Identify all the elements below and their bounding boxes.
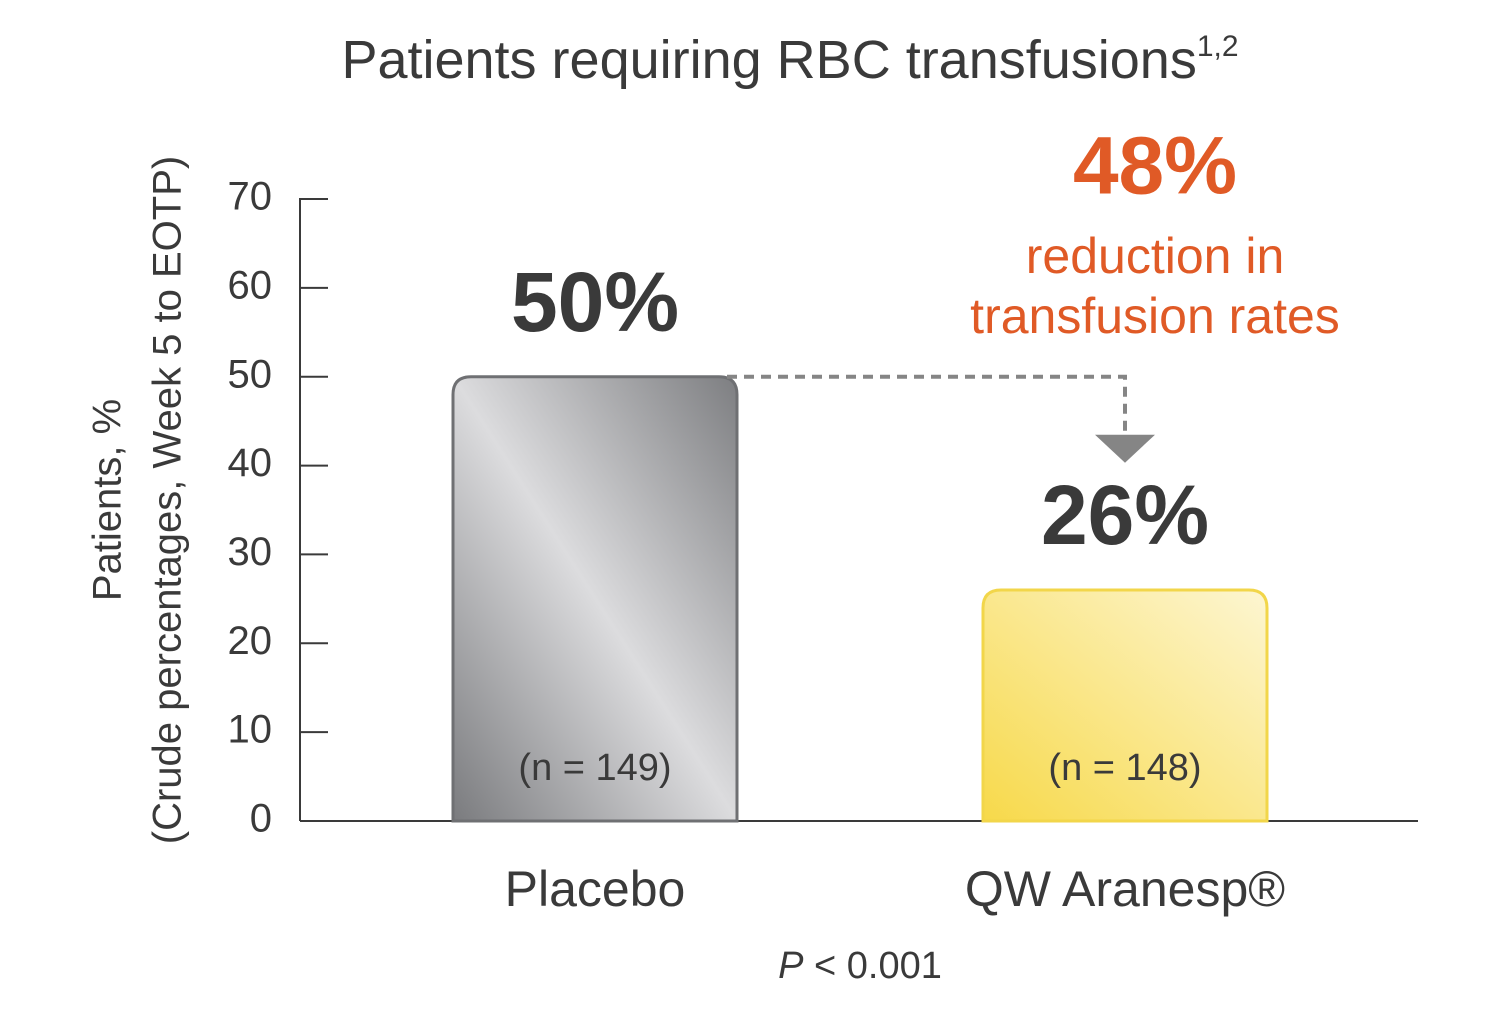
annotation-value: 48% <box>1073 121 1237 212</box>
x-tick-label: QW Aranesp® <box>965 861 1285 917</box>
y-label-line: Patients, % <box>86 399 130 601</box>
y-tick-label: 40 <box>228 441 273 485</box>
y-tick-label: 60 <box>228 263 273 307</box>
y-tick-label: 50 <box>228 352 273 396</box>
y-tick-label: 70 <box>228 175 273 219</box>
y-tick-label: 20 <box>228 619 273 663</box>
annotation-text: reduction in <box>1026 228 1285 284</box>
y-label-line: (Crude percentages, Week 5 to EOTP) <box>146 156 190 844</box>
bar <box>981 588 1269 823</box>
arrow-head <box>1095 434 1155 463</box>
y-tick-label: 10 <box>228 708 273 752</box>
y-tick-label: 0 <box>250 797 272 841</box>
p-value: P < 0.001 <box>778 945 942 987</box>
title-text: Patients requiring RBC transfusions <box>341 30 1196 90</box>
y-axis-label: Patients, % (Crude percentages, Week 5 t… <box>86 156 190 844</box>
p-symbol: P <box>778 945 804 987</box>
comparison-arrow <box>727 374 1127 435</box>
p-text: < 0.001 <box>814 945 942 987</box>
n-label: (n = 149) <box>518 747 671 789</box>
value-label: 50% <box>511 255 679 349</box>
y-tick-label: 30 <box>228 530 273 574</box>
bar <box>451 375 739 823</box>
n-label: (n = 148) <box>1048 747 1201 789</box>
chart-title: Patients requiring RBC transfusions1,2 <box>341 30 1238 90</box>
annotation-text: transfusion rates <box>970 288 1340 344</box>
value-label: 26% <box>1041 468 1209 562</box>
title-superscript: 1,2 <box>1197 30 1239 63</box>
x-tick-label: Placebo <box>505 861 686 917</box>
